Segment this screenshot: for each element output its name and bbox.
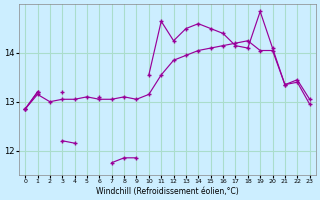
X-axis label: Windchill (Refroidissement éolien,°C): Windchill (Refroidissement éolien,°C) [96,187,239,196]
